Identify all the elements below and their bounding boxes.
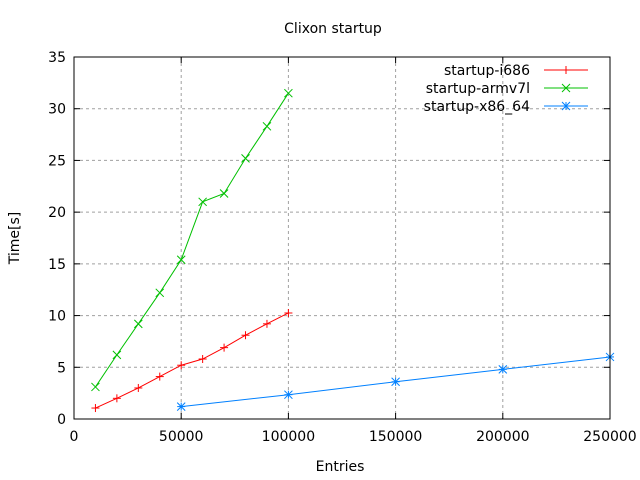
x-tick-label: 150000 [369, 429, 422, 445]
marker-stroke [561, 101, 571, 111]
data-point-cross [176, 255, 186, 265]
data-point-plus [91, 404, 100, 413]
y-tick-label: 30 [48, 102, 66, 118]
y-tick-label: 10 [48, 309, 66, 325]
data-point-cross [112, 350, 122, 360]
marker-stroke [198, 197, 207, 207]
data-point-cross [133, 319, 143, 329]
data-point-cross [91, 382, 100, 392]
data-point-plus [241, 331, 250, 340]
data-point-plus [262, 319, 271, 328]
x-tick-label: 250000 [583, 429, 636, 445]
marker-stroke [241, 154, 250, 163]
marker-stroke [284, 88, 293, 98]
x-tick-label: 50000 [159, 429, 204, 445]
marker-stroke [133, 319, 143, 329]
marker-stroke [561, 83, 571, 93]
data-point-cross [284, 88, 293, 98]
data-point-star [391, 377, 400, 387]
data-point-plus [562, 66, 570, 74]
legend-label: startup-armv7l [426, 81, 530, 97]
plot-border [73, 56, 611, 420]
data-point-plus [155, 372, 164, 381]
data-point-cross [262, 121, 272, 131]
data-point-cross [198, 197, 207, 207]
marker-stroke [112, 350, 122, 360]
y-tick-label: 20 [48, 205, 66, 221]
data-point-plus [112, 394, 121, 403]
marker-stroke [91, 382, 100, 392]
series [91, 88, 615, 413]
data-point-star [498, 365, 508, 374]
y-tick-label: 5 [57, 360, 66, 376]
data-point-star [561, 101, 571, 111]
ticks: 0 50000 100000 150000 200000 250000 0 5 10 15 20 25… [48, 50, 637, 445]
data-point-cross [561, 83, 571, 93]
series-startup-i686 [91, 308, 293, 413]
y-tick-label: 35 [48, 50, 66, 66]
legend-label: startup-x86_64 [424, 99, 530, 115]
data-point-plus [198, 355, 207, 364]
marker-stroke [176, 255, 186, 265]
marker-stroke [262, 121, 272, 131]
series-line [95, 312, 289, 409]
x-tick-label: 200000 [476, 429, 529, 445]
y-tick-label: 25 [48, 153, 66, 169]
y-tick-label: 15 [48, 257, 66, 273]
x-tick-label: 100000 [262, 429, 315, 445]
marker-stroke [176, 402, 186, 411]
data-point-star [284, 390, 293, 400]
marker-stroke [155, 288, 165, 298]
marker-stroke [391, 377, 400, 387]
data-point-star [176, 402, 186, 411]
series-startup-armv7l [91, 88, 293, 392]
x-axis-label: Entries [316, 459, 365, 475]
chart-title: Clixon startup [284, 21, 382, 37]
data-point-plus [177, 361, 186, 370]
data-point-cross [155, 288, 165, 298]
y-axis-label: Time[s] [7, 212, 23, 265]
legend-label: startup-i686 [444, 63, 530, 79]
marker-stroke [219, 189, 229, 198]
data-point-cross [241, 154, 250, 163]
x-tick-label: 0 [70, 429, 79, 445]
y-tick-label: 0 [57, 412, 66, 428]
data-point-plus [220, 343, 229, 352]
data-point-plus [284, 308, 293, 317]
data-point-plus [134, 383, 143, 392]
marker-stroke [498, 365, 508, 374]
series-line [95, 92, 289, 388]
marker-stroke [284, 390, 293, 400]
legend: startup-i686 startup-armv7l startup-x86_64 [424, 63, 588, 115]
data-point-cross [219, 189, 229, 198]
